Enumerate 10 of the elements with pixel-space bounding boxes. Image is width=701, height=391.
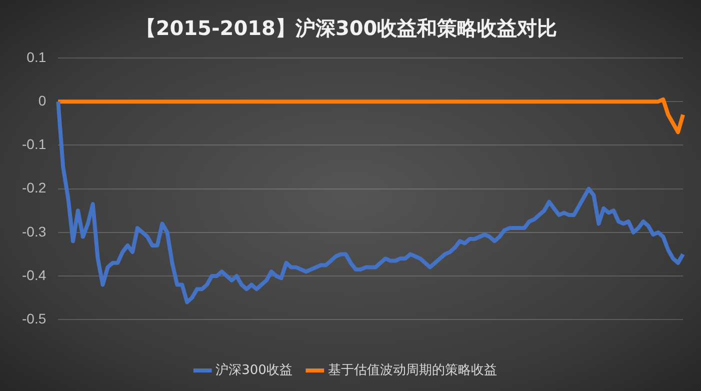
y-tick-label: -0.3	[22, 223, 46, 240]
legend-label: 基于估值波动周期的策略收益	[328, 362, 497, 378]
chart-title: 【2015-2018】沪深300收益和策略收益对比	[136, 16, 558, 40]
y-tick-label: -0.4	[22, 266, 46, 283]
y-tick-label: 0	[38, 92, 46, 108]
y-tick-label: -0.1	[22, 136, 46, 152]
legend-label: 沪深300收益	[216, 362, 292, 378]
y-tick-label: 0.1	[26, 48, 46, 65]
y-tick-label: -0.5	[22, 310, 46, 326]
y-tick-label: -0.2	[22, 180, 46, 196]
